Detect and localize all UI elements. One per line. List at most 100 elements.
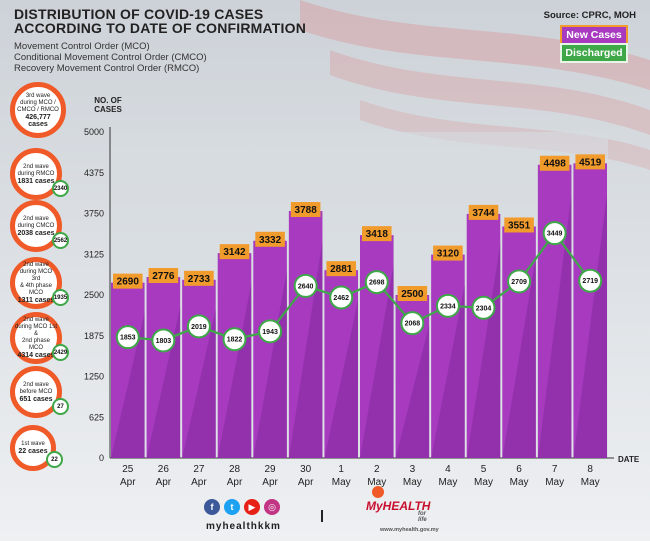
facebook-icon[interactable]: f <box>204 499 220 515</box>
bar-group: 3418 <box>360 226 394 458</box>
bar-shade <box>253 270 287 458</box>
x-tick-label: May <box>332 477 351 488</box>
wave-case-count: 1831 cases <box>17 177 55 185</box>
x-axis-label: DATE <box>618 455 640 464</box>
value-label: 2733 <box>188 274 211 285</box>
x-tick-label: Apr <box>120 477 136 488</box>
myhealth-figure-icon <box>372 486 384 498</box>
value-label: 3788 <box>295 205 318 216</box>
wave-label: during MCO / <box>20 99 56 106</box>
discharged-point <box>329 285 354 310</box>
source-note: Source: CPRC, MOH <box>543 10 636 21</box>
value-label-bg <box>326 261 356 277</box>
discharged-point <box>151 328 176 353</box>
wave-label: during MCO 3rd <box>19 269 53 282</box>
bar-group: 3120 <box>431 245 465 458</box>
wave-label: 3rd wave <box>25 92 51 99</box>
bar <box>288 211 323 458</box>
instagram-icon[interactable]: ◎ <box>264 499 280 515</box>
bar-shade <box>288 241 323 458</box>
discharged-label: 2698 <box>369 280 385 287</box>
x-tick-label: May <box>581 477 600 488</box>
discharged-label: 2709 <box>511 279 527 286</box>
wave-discharged-badge: 1935 <box>52 289 69 306</box>
wave-label: 2nd phase MCO <box>21 338 51 351</box>
y-tick-label: 5000 <box>84 127 104 137</box>
bar-group: 2776 <box>146 268 181 458</box>
wave-label: 2nd wave <box>23 215 49 222</box>
bar <box>537 164 572 458</box>
youtube-icon[interactable]: ▶ <box>244 499 260 515</box>
discharged-point <box>400 311 425 336</box>
discharged-point <box>471 295 496 320</box>
value-label: 4519 <box>579 157 602 168</box>
value-label-bg <box>433 245 463 261</box>
bar-shade <box>431 284 465 458</box>
wave-label: 1st wave <box>21 441 45 447</box>
value-label: 4498 <box>544 159 567 170</box>
bar-group: 4519 <box>573 154 607 458</box>
x-tick-label: Apr <box>298 477 314 488</box>
x-tick-label: Apr <box>227 477 243 488</box>
y-tick-label: 0 <box>99 453 104 463</box>
x-tick-label: May <box>438 477 457 488</box>
value-label-bg <box>575 154 605 170</box>
discharged-label: 3449 <box>547 231 563 238</box>
value-label: 2776 <box>152 271 175 282</box>
discharged-point <box>542 221 567 246</box>
bar <box>573 163 607 458</box>
bar <box>431 254 465 458</box>
bar-group: 4498 <box>537 155 572 458</box>
bar <box>253 240 287 458</box>
discharged-point <box>435 293 460 318</box>
bar-shade <box>537 194 572 458</box>
discharged-point <box>186 314 211 339</box>
x-tick-label: 1 <box>338 464 344 475</box>
x-tick-label: 29 <box>265 464 277 475</box>
bar-shade <box>573 193 607 458</box>
value-label-bg <box>362 226 392 242</box>
x-tick-label: 3 <box>410 464 416 475</box>
x-tick-label: Apr <box>262 477 278 488</box>
x-tick-label: 5 <box>481 464 487 475</box>
twitter-icon[interactable]: t <box>224 499 240 515</box>
wave-discharged-badge: 27 <box>52 398 69 415</box>
x-tick-label: 25 <box>122 464 134 475</box>
discharged-label: 2462 <box>333 295 349 302</box>
x-tick-label: 30 <box>300 464 312 475</box>
x-tick-label: 28 <box>229 464 241 475</box>
value-label: 3418 <box>366 229 389 240</box>
x-tick-label: 2 <box>374 464 380 475</box>
value-label: 3332 <box>259 235 282 246</box>
x-tick-label: Apr <box>156 477 172 488</box>
wave-case-count: 1311 cases <box>17 297 55 304</box>
wave-label: during RMCO <box>17 170 55 177</box>
wave-discharged-badge: 2429 <box>52 344 69 361</box>
bar <box>466 213 501 458</box>
discharged-point <box>258 319 283 344</box>
value-label-bg <box>184 270 214 286</box>
value-label: 2881 <box>330 264 353 275</box>
page-title: DISTRIBUTION OF COVID-19 CASES ACCORDING… <box>14 6 307 36</box>
bar-group: 2733 <box>182 270 216 458</box>
value-label: 3744 <box>472 208 495 219</box>
subtitle-cmco: Conditional Movement Control Order (CMCO… <box>14 52 207 63</box>
bar <box>217 253 252 458</box>
x-tick-label: May <box>510 477 529 488</box>
discharged-label: 2719 <box>582 278 598 285</box>
bar-shade <box>182 309 216 458</box>
discharged-label: 1943 <box>262 329 278 336</box>
wave-circle: 2nd wave before MCO 651 cases <box>10 366 62 418</box>
bar-group: 2690 <box>111 273 145 458</box>
y-axis-label: NO. OF <box>94 96 122 105</box>
x-tick-label: 7 <box>552 464 558 475</box>
discharged-label: 1803 <box>156 338 172 345</box>
y-tick-label: 4375 <box>84 168 104 178</box>
social-icons: f t ▶ ◎ <box>204 499 280 515</box>
discharged-point <box>222 327 247 352</box>
value-label: 2500 <box>401 289 424 300</box>
wave-discharged-badge: 2562 <box>52 232 69 249</box>
value-label: 3551 <box>508 220 531 231</box>
value-label-bg <box>397 286 428 301</box>
